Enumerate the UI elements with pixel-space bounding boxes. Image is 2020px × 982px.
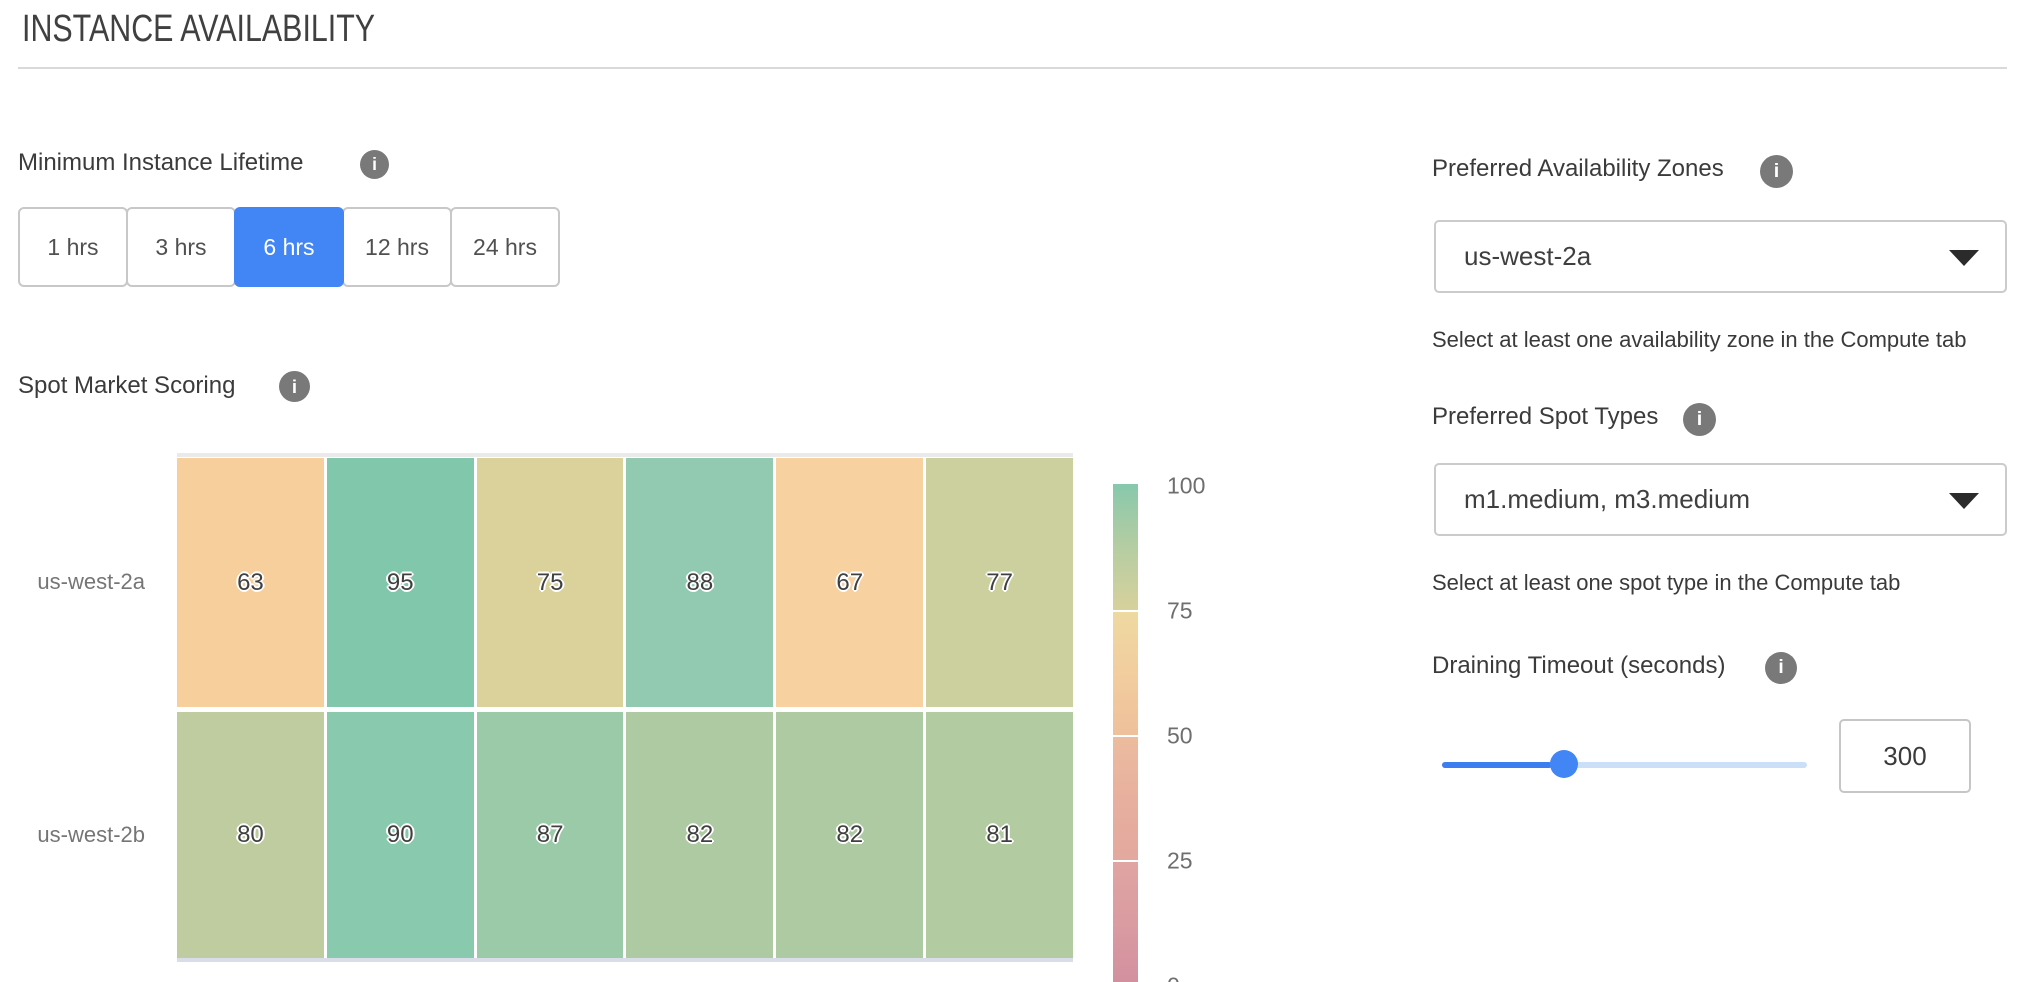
lifetime-info-icon[interactable]: i — [360, 150, 389, 179]
spot-market-heatmap: 63 95 75 88 67 77 80 90 87 82 82 81 — [177, 458, 1073, 958]
heatmap-cell-us-west-2a-2: 75 — [476, 458, 624, 707]
heatmap-bottom-border — [177, 958, 1073, 962]
page-title: INSTANCE AVAILABILITY — [22, 8, 376, 50]
colorbar-gap — [1113, 735, 1138, 737]
section-divider — [18, 67, 2007, 69]
lifetime-button-group: 1 hrs 3 hrs 6 hrs 12 hrs 24 hrs — [18, 207, 560, 287]
heatmap-cell-us-west-2a-1: 95 — [326, 458, 474, 707]
draining-timeout-slider-thumb[interactable] — [1550, 750, 1578, 778]
colorbar-segment-1 — [1113, 612, 1138, 735]
availability-zones-value: us-west-2a — [1464, 241, 1592, 271]
preferred-availability-zones-label: Preferred Availability Zones — [1432, 155, 1724, 182]
heatmap-cell-us-west-2a-0: 63 — [177, 458, 324, 707]
heatmap-cell-us-west-2a-4: 67 — [776, 458, 924, 707]
slider-fill — [1442, 762, 1552, 768]
colorbar-tick-100: 100 — [1167, 472, 1206, 499]
heatmap-cell-us-west-2a-5: 77 — [926, 458, 1073, 707]
heatmap-cell-us-west-2b-4: 82 — [776, 712, 924, 958]
draining-timeout-slider-track[interactable] — [1442, 762, 1807, 768]
colorbar-tick-25: 25 — [1167, 847, 1193, 874]
colorbar-tick-0: 0 — [1167, 973, 1180, 982]
lifetime-option-6-hrs[interactable]: 6 hrs — [234, 207, 344, 287]
colorbar-tick-50: 50 — [1167, 722, 1193, 749]
availability-zones-select[interactable]: us-west-2a — [1434, 220, 2007, 293]
heatmap-cell-us-west-2b-0: 80 — [177, 712, 324, 958]
draining-timeout-input[interactable] — [1839, 719, 1971, 793]
colorbar-gap — [1113, 860, 1138, 862]
heatmap-top-border — [177, 453, 1073, 457]
heatmap-row-label-us-west-2b: us-west-2b — [37, 822, 145, 847]
draining-info-icon[interactable]: i — [1765, 652, 1797, 684]
preferred-spot-types-label: Preferred Spot Types — [1432, 403, 1659, 430]
zones-helper-text: Select at least one availability zone in… — [1432, 327, 1967, 352]
heatmap-cell-us-west-2b-3: 82 — [626, 712, 774, 958]
colorbar-segment-2 — [1113, 737, 1138, 860]
lifetime-option-1-hrs[interactable]: 1 hrs — [18, 207, 128, 287]
spot-types-info-icon[interactable]: i — [1683, 403, 1716, 436]
heatmap-colorbar — [1113, 484, 1138, 982]
zones-info-icon[interactable]: i — [1760, 155, 1793, 188]
colorbar-gap — [1113, 610, 1138, 612]
lifetime-option-12-hrs[interactable]: 12 hrs — [342, 207, 452, 287]
colorbar-segment-3 — [1113, 862, 1138, 982]
heatmap-cell-us-west-2b-5: 81 — [926, 712, 1073, 958]
colorbar-tick-75: 75 — [1167, 597, 1193, 624]
dropdown-caret-icon — [1949, 492, 1979, 509]
dropdown-caret-icon — [1949, 249, 1979, 266]
draining-timeout-label: Draining Timeout (seconds) — [1432, 652, 1726, 679]
minimum-instance-lifetime-label: Minimum Instance Lifetime — [18, 149, 304, 176]
spot-market-scoring-label: Spot Market Scoring — [18, 372, 236, 399]
lifetime-option-3-hrs[interactable]: 3 hrs — [126, 207, 236, 287]
heatmap-cell-us-west-2a-3: 88 — [626, 458, 774, 707]
lifetime-option-24-hrs[interactable]: 24 hrs — [450, 207, 560, 287]
spot-types-helper-text: Select at least one spot type in the Com… — [1432, 570, 1901, 595]
scoring-info-icon[interactable]: i — [279, 371, 310, 402]
colorbar-segment-0 — [1113, 484, 1138, 610]
spot-types-select[interactable]: m1.medium, m3.medium — [1434, 463, 2007, 536]
heatmap-row-label-us-west-2a: us-west-2a — [37, 569, 145, 594]
heatmap-cell-us-west-2b-2: 87 — [476, 712, 624, 958]
heatmap-cell-us-west-2b-1: 90 — [326, 712, 474, 958]
spot-types-value: m1.medium, m3.medium — [1464, 484, 1751, 514]
